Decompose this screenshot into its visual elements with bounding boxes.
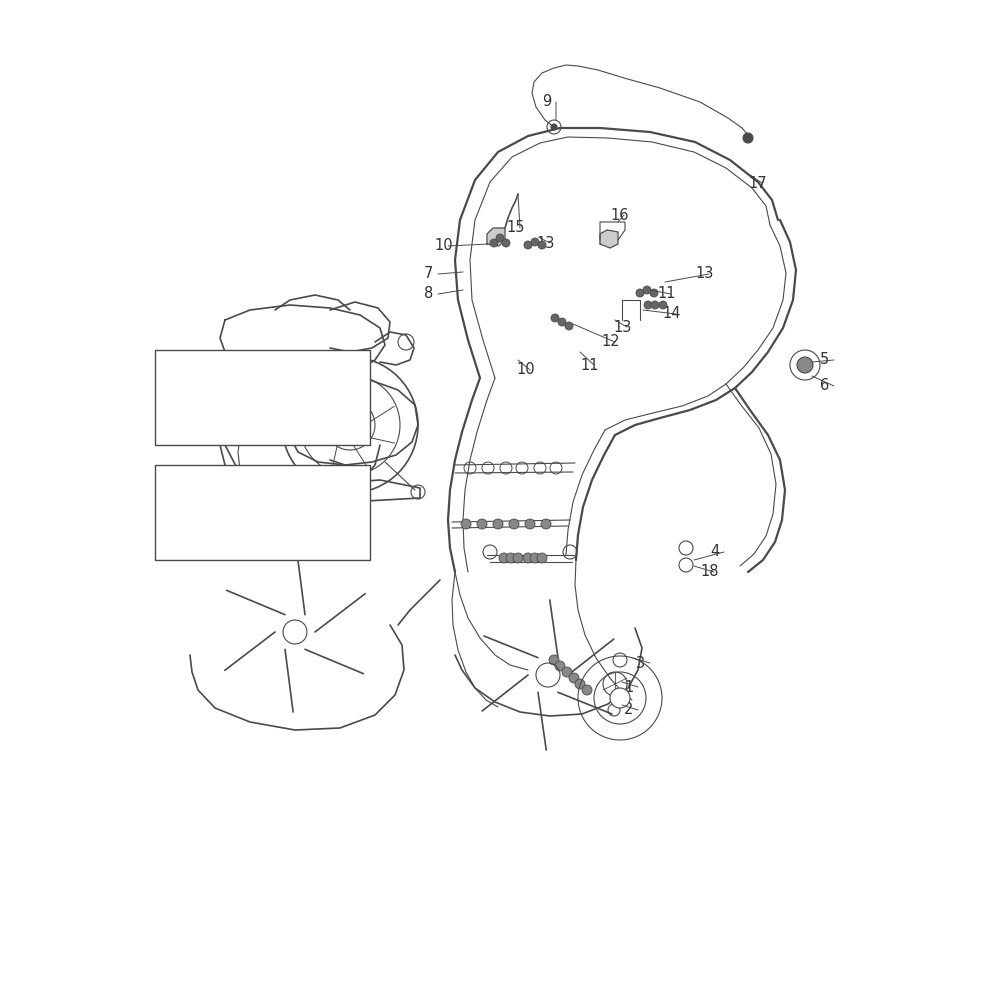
Circle shape	[551, 124, 557, 130]
Polygon shape	[375, 332, 414, 365]
Text: 6: 6	[820, 378, 829, 393]
Circle shape	[338, 413, 362, 437]
Text: 14: 14	[662, 306, 680, 322]
Polygon shape	[330, 302, 390, 352]
Circle shape	[659, 301, 667, 309]
Circle shape	[555, 661, 565, 671]
Circle shape	[551, 314, 559, 322]
Circle shape	[549, 655, 559, 665]
Circle shape	[582, 685, 592, 695]
Polygon shape	[600, 230, 618, 248]
Text: 19: 19	[168, 402, 186, 418]
Text: 16: 16	[610, 208, 629, 223]
Text: 10: 10	[434, 238, 453, 253]
Circle shape	[506, 553, 516, 563]
Circle shape	[541, 519, 551, 529]
Circle shape	[636, 289, 644, 297]
Circle shape	[490, 239, 498, 247]
Circle shape	[477, 519, 487, 529]
Text: 12: 12	[601, 334, 620, 350]
Polygon shape	[220, 305, 385, 378]
Circle shape	[565, 322, 573, 330]
Circle shape	[797, 357, 813, 373]
Circle shape	[558, 318, 566, 326]
Circle shape	[530, 553, 540, 563]
Text: 15: 15	[506, 221, 524, 235]
Text: 13: 13	[695, 266, 713, 282]
Text: 8: 8	[424, 286, 433, 302]
Circle shape	[531, 238, 539, 246]
Text: 9: 9	[542, 95, 551, 109]
Text: 11: 11	[580, 358, 598, 372]
Circle shape	[562, 667, 572, 677]
Text: 7: 7	[424, 266, 433, 282]
Text: 3: 3	[636, 656, 645, 670]
Text: 13: 13	[536, 235, 554, 250]
Circle shape	[496, 234, 504, 242]
Text: 4: 4	[710, 544, 719, 560]
Text: 13: 13	[613, 320, 631, 334]
Circle shape	[523, 553, 533, 563]
Circle shape	[537, 553, 547, 563]
Circle shape	[650, 289, 658, 297]
Polygon shape	[290, 375, 418, 465]
Circle shape	[610, 688, 630, 708]
Circle shape	[643, 286, 651, 294]
Text: 2: 2	[624, 702, 633, 718]
Circle shape	[575, 679, 585, 689]
Circle shape	[502, 239, 510, 247]
Text: 5: 5	[820, 353, 829, 367]
Circle shape	[499, 553, 509, 563]
Text: 1: 1	[624, 680, 633, 694]
Circle shape	[644, 301, 652, 309]
Circle shape	[524, 241, 532, 249]
Polygon shape	[487, 228, 505, 246]
Text: 17: 17	[748, 176, 767, 190]
Circle shape	[538, 241, 546, 249]
Circle shape	[743, 133, 753, 143]
Circle shape	[513, 553, 523, 563]
Circle shape	[569, 673, 579, 683]
Bar	[155, 465, 370, 560]
Circle shape	[651, 301, 659, 309]
Text: 11: 11	[657, 286, 676, 302]
Circle shape	[525, 519, 535, 529]
Circle shape	[493, 519, 503, 529]
Polygon shape	[205, 480, 420, 510]
Circle shape	[461, 519, 471, 529]
Text: 10: 10	[516, 362, 535, 377]
Text: 18: 18	[700, 564, 718, 580]
Text: 20: 20	[168, 518, 187, 534]
Bar	[155, 350, 370, 445]
Circle shape	[509, 519, 519, 529]
